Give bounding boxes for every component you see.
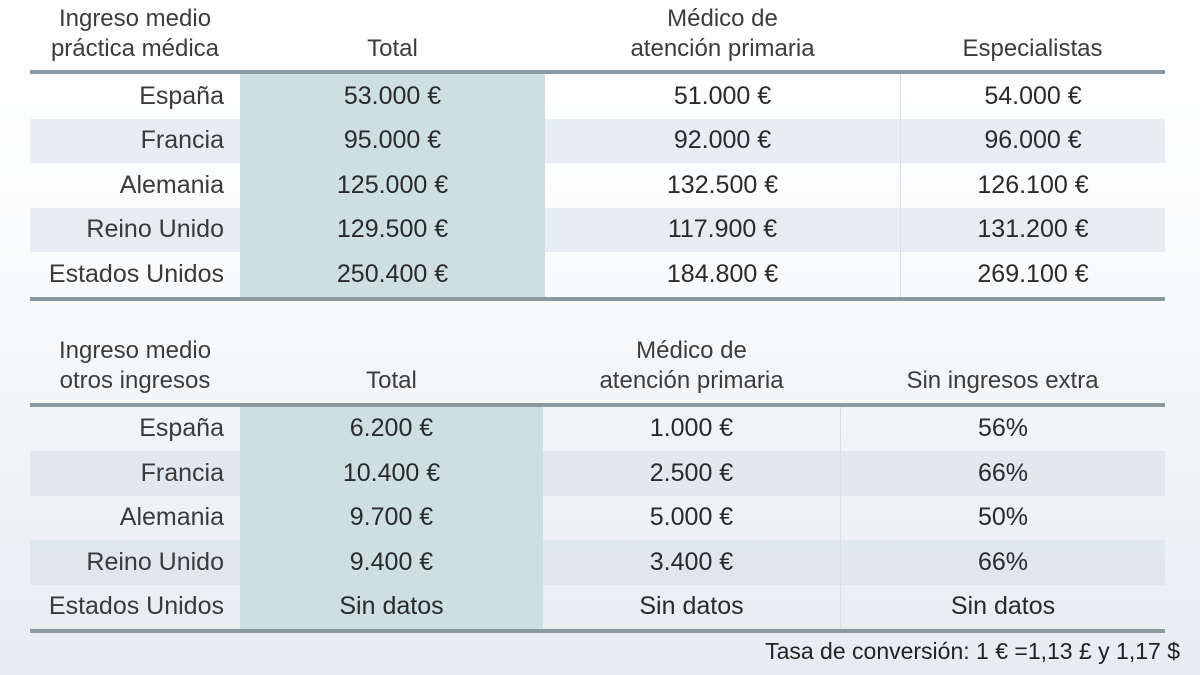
cell-primary-care: 92.000 € bbox=[673, 126, 772, 155]
conversion-rate-note: Tasa de conversión: 1 € =1,13 £ y 1,17 $ bbox=[765, 638, 1180, 664]
table-row: Alemania 9.700 € 5.000 € 50% bbox=[30, 495, 1165, 540]
cell-total: Sin datos bbox=[240, 584, 543, 629]
cell-specialists: 96.000 € bbox=[900, 118, 1165, 163]
table-row: Francia 95.000 € 92.000 € 96.000 € bbox=[30, 118, 1165, 163]
cell-total: 6.200 € bbox=[240, 406, 543, 451]
column-header-specialists: Especialistas bbox=[962, 35, 1103, 62]
row-label: Alemania bbox=[119, 170, 224, 199]
cell-no-extra-income: 50% bbox=[840, 495, 1165, 540]
row-label: España bbox=[139, 81, 224, 110]
cell-primary-care: 117.900 € bbox=[667, 215, 778, 244]
row-label: Estados Unidos bbox=[48, 259, 224, 288]
table-row: Estados Unidos Sin datos Sin datos Sin d… bbox=[30, 584, 1165, 629]
cell-no-extra-income: Sin datos bbox=[840, 584, 1165, 629]
cell-total: 53.000 € bbox=[240, 74, 545, 119]
cell-total: 9.700 € bbox=[240, 495, 543, 540]
cell-total: 250.400 € bbox=[240, 252, 545, 297]
cell-total: 95.000 € bbox=[240, 118, 545, 163]
table-row: Reino Unido 129.500 € 117.900 € 131.200 … bbox=[30, 207, 1165, 252]
footer-rule bbox=[30, 296, 1165, 301]
cell-total: 10.400 € bbox=[240, 451, 543, 496]
cell-specialists: 126.100 € bbox=[900, 163, 1165, 208]
column-header-primary-care: Médico de atención primaria bbox=[630, 5, 815, 62]
table-title: Ingreso medio práctica médica bbox=[50, 5, 220, 62]
column-header-primary-care: Médico de atención primaria bbox=[599, 336, 784, 394]
cell-primary-care: 5.000 € bbox=[649, 503, 734, 532]
table-row: Reino Unido 9.400 € 3.400 € 66% bbox=[30, 540, 1165, 585]
row-label: Reino Unido bbox=[86, 215, 224, 244]
row-label: Estados Unidos bbox=[48, 592, 224, 621]
table-other-income: Ingreso medio otros ingresos Total Médic… bbox=[30, 327, 1165, 633]
cell-primary-care: 2.500 € bbox=[649, 458, 734, 487]
table-row: Francia 10.400 € 2.500 € 66% bbox=[30, 451, 1165, 496]
table-row: España 6.200 € 1.000 € 56% bbox=[30, 406, 1165, 451]
cell-total: 9.400 € bbox=[240, 540, 543, 585]
cell-primary-care: 184.800 € bbox=[666, 259, 779, 288]
cell-no-extra-income: 66% bbox=[840, 451, 1165, 496]
table-title: Ingreso medio otros ingresos bbox=[58, 336, 212, 394]
row-label: Alemania bbox=[119, 503, 224, 532]
table-row: Alemania 125.000 € 132.500 € 126.100 € bbox=[30, 163, 1165, 208]
row-label: Francia bbox=[140, 458, 224, 487]
row-label: España bbox=[139, 414, 224, 443]
header-rule bbox=[30, 70, 1165, 74]
cell-total: 125.000 € bbox=[240, 163, 545, 208]
cell-total: 129.500 € bbox=[240, 207, 545, 252]
cell-no-extra-income: 66% bbox=[840, 540, 1165, 585]
cell-specialists: 131.200 € bbox=[900, 207, 1165, 252]
table-practice-income: Ingreso medio práctica médica Total Médi… bbox=[30, 4, 1165, 301]
column-header-total: Total bbox=[366, 366, 417, 394]
header-rule bbox=[30, 402, 1165, 407]
table-header-row: Ingreso medio práctica médica Total Médi… bbox=[30, 4, 1165, 70]
table-row: Estados Unidos 250.400 € 184.800 € 269.1… bbox=[30, 252, 1165, 297]
row-label: Francia bbox=[140, 126, 224, 155]
cell-primary-care: 51.000 € bbox=[673, 81, 772, 110]
row-label: Reino Unido bbox=[86, 547, 224, 576]
table-header-row: Ingreso medio otros ingresos Total Médic… bbox=[30, 327, 1165, 403]
cell-primary-care: 3.400 € bbox=[649, 547, 734, 576]
column-header-total: Total bbox=[367, 35, 418, 62]
cell-specialists: 269.100 € bbox=[900, 252, 1165, 297]
footer-rule bbox=[30, 629, 1165, 633]
table-row: España 53.000 € 51.000 € 54.000 € bbox=[30, 74, 1165, 119]
cell-specialists: 54.000 € bbox=[900, 74, 1165, 119]
cell-primary-care: 1.000 € bbox=[649, 414, 734, 443]
cell-no-extra-income: 56% bbox=[840, 406, 1165, 451]
column-header-no-extra-income: Sin ingresos extra bbox=[906, 366, 1099, 394]
cell-primary-care: Sin datos bbox=[639, 592, 744, 621]
cell-primary-care: 132.500 € bbox=[666, 170, 779, 199]
